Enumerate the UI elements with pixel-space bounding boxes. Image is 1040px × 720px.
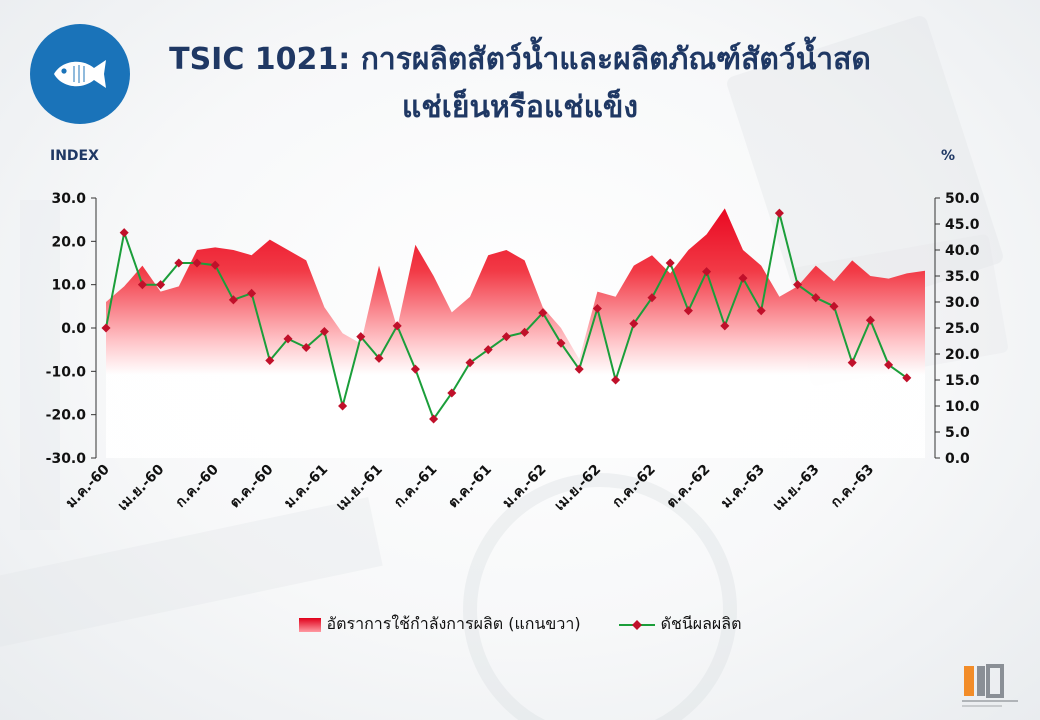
index-point (847, 358, 857, 368)
right-axis-tick-label: 0.0 (945, 451, 970, 467)
right-axis-tick-label: 5.0 (945, 425, 970, 441)
x-axis-tick-label: ก.ค.-61 (391, 462, 440, 511)
x-axis-tick-label: ต.ค.-60 (227, 461, 277, 511)
x-axis-tick-label: ก.ค.-60 (173, 461, 223, 511)
index-point (174, 258, 184, 268)
right-axis-tick-label: 35.0 (945, 269, 980, 285)
left-axis-tick-label: 30.0 (51, 191, 86, 207)
right-axis-unit: % (941, 148, 956, 164)
legend-area-swatch (298, 617, 321, 632)
index-point (811, 293, 821, 303)
index-point (629, 319, 639, 329)
x-axis-tick-label: ม.ค.-60 (63, 461, 113, 511)
right-axis-tick-label: 30.0 (945, 295, 980, 311)
x-axis-tick-label: เม.ย.-63 (770, 462, 822, 514)
fish-icon (54, 60, 106, 88)
legend-label-capacity: อัตราการใช้กำลังการผลิต (แกนขวา) (326, 614, 581, 633)
left-axis-tick-label: 10.0 (51, 278, 86, 294)
x-axis-tick-label: ม.ค.-61 (281, 462, 331, 512)
title-line-1: TSIC 1021: การผลิตสัตว์น้ำและผลิตภัณฑ์สั… (169, 42, 871, 77)
left-axis-tick-label: 0.0 (61, 321, 86, 337)
index-point (210, 260, 220, 270)
fish-icon-badge (30, 24, 130, 124)
index-point (665, 258, 675, 268)
legend-line-swatch (618, 619, 655, 630)
oie-logo (962, 664, 1018, 707)
chart-legend: อัตราการใช้กำลังการผลิต (แกนขวา) ดัชนีผล… (0, 612, 1040, 637)
right-axis-tick-label: 45.0 (945, 217, 980, 233)
index-point (556, 338, 566, 348)
right-axis-tick-label: 20.0 (945, 347, 980, 363)
index-point (611, 375, 621, 385)
left-axis-unit: INDEX (50, 148, 99, 164)
x-axis-tick-label: เม.ย.-62 (552, 462, 604, 514)
right-axis-tick-label: 10.0 (945, 399, 980, 415)
capacity-area (106, 208, 925, 458)
right-axis-tick-label: 25.0 (945, 321, 980, 337)
x-axis-tick-label: เม.ย.-60 (115, 461, 168, 514)
index-point (192, 258, 202, 268)
right-axis-tick-label: 40.0 (945, 243, 980, 259)
index-point (793, 280, 803, 290)
index-point (702, 267, 712, 277)
page-title: TSIC 1021: การผลิตสัตว์น้ำและผลิตภัณฑ์สั… (140, 36, 900, 132)
index-point (683, 306, 693, 316)
x-axis-tick-label: ก.ค.-62 (609, 462, 658, 511)
x-axis-tick-label: ม.ค.-62 (500, 462, 550, 512)
legend-label-index: ดัชนีผลผลิต (660, 614, 742, 633)
index-point (647, 293, 657, 303)
index-point (247, 288, 257, 298)
left-axis-tick-label: -30.0 (46, 451, 87, 467)
index-point (884, 360, 894, 370)
capacity-area-layer (106, 208, 925, 458)
title-line-2: แช่เย็นหรือแช่แข็ง (401, 90, 639, 125)
index-point (228, 295, 238, 305)
x-axis-tick-label: ม.ค.-63 (718, 462, 768, 512)
index-point (520, 327, 530, 337)
legend-item-capacity: อัตราการใช้กำลังการผลิต (แกนขวา) (298, 612, 581, 637)
left-axis-tick-label: -10.0 (46, 364, 87, 380)
index-point (774, 208, 784, 218)
right-axis-tick-label: 50.0 (945, 191, 980, 207)
index-point (756, 306, 766, 316)
x-axis-tick-label: ต.ค.-61 (445, 462, 495, 512)
index-point (119, 228, 129, 238)
x-axis-tick-label: ก.ค.-63 (828, 462, 877, 511)
axes-layer (91, 197, 940, 459)
index-point (137, 280, 147, 290)
left-axis-tick-label: 20.0 (51, 234, 86, 250)
x-axis-tick-label: ต.ค.-62 (664, 462, 714, 512)
legend-item-index: ดัชนีผลผลิต (618, 612, 742, 637)
x-axis-tick-label: เม.ย.-61 (333, 462, 385, 514)
index-point (738, 273, 748, 283)
left-axis-tick-label: -20.0 (46, 408, 87, 424)
index-point (574, 364, 584, 374)
right-axis-tick-label: 15.0 (945, 373, 980, 389)
